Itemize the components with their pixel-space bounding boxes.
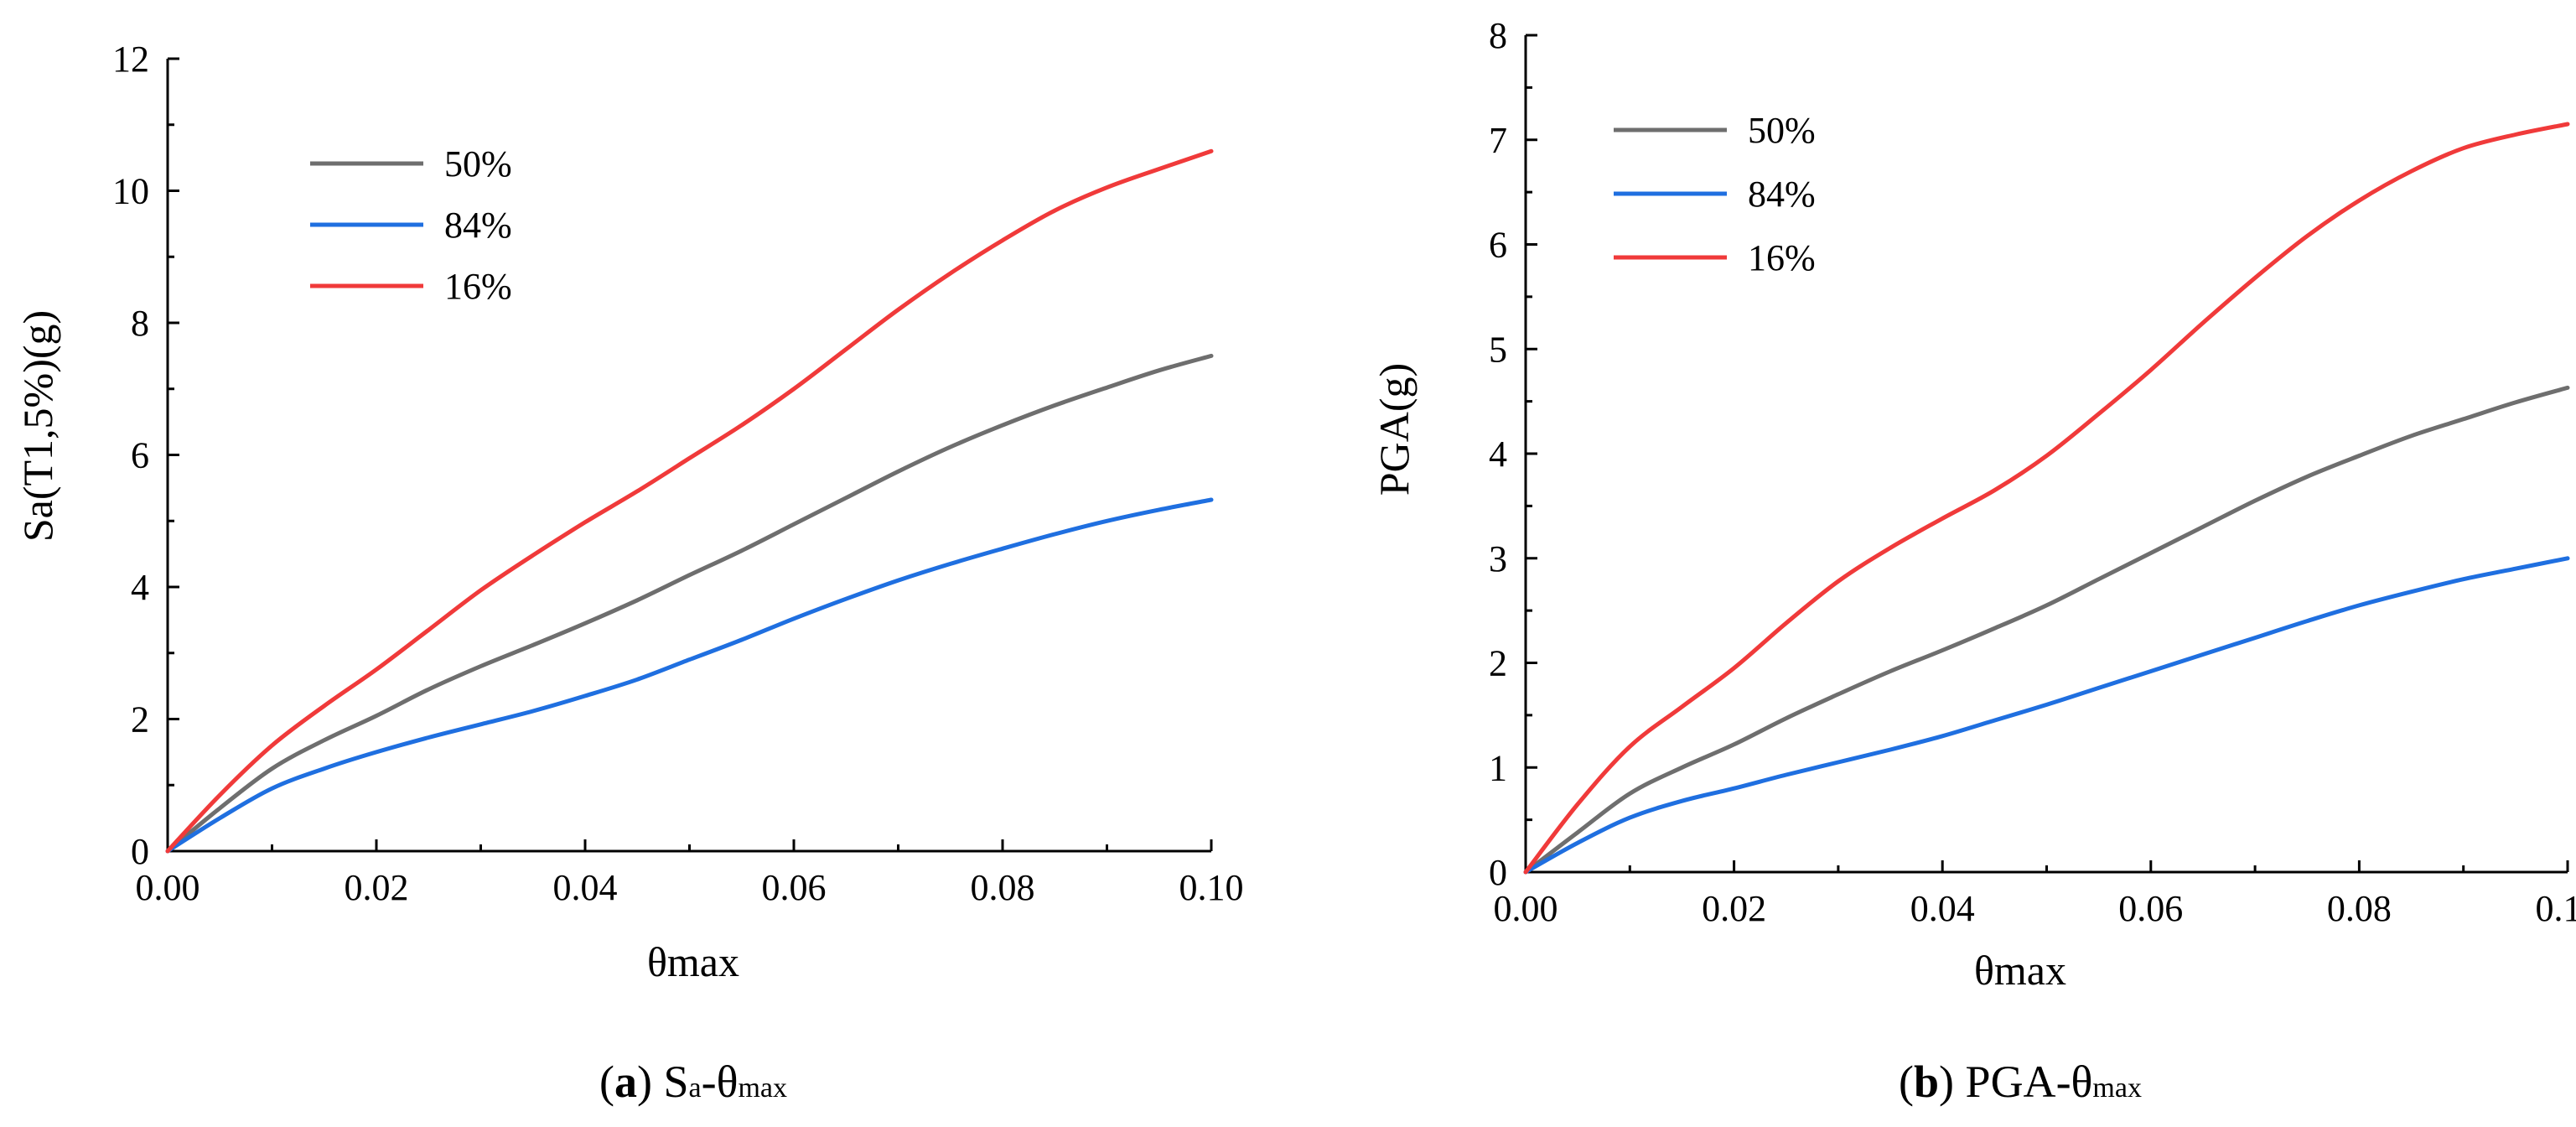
panel-a: 0.00 0.02 0.04 0.06 0.08 0.10 0 2 4 6 8 10 12 50% 84%… bbox=[14, 39, 1244, 1107]
panel-b-x-axis-title: θmax bbox=[1974, 947, 2066, 994]
panel-b-y-axis-title: PGA(g) bbox=[1371, 363, 1418, 496]
panel-b-series bbox=[1526, 124, 2568, 872]
panel-a-legend-label: 16% bbox=[444, 266, 512, 307]
panel-a-x-tick-label: 0.06 bbox=[762, 867, 827, 908]
panel-b-y-tick-label: 1 bbox=[1489, 747, 1507, 788]
panel-a-x-tick-label: 0.04 bbox=[553, 867, 618, 908]
panel-a-legend-label: 84% bbox=[444, 205, 512, 246]
panel-a-y-tick-label: 12 bbox=[112, 39, 149, 80]
panel-b-y-tick-label: 5 bbox=[1489, 329, 1507, 370]
panel-a-series-line-16pct bbox=[168, 151, 1211, 851]
panel-b-x-tick-label: 0.00 bbox=[1494, 888, 1558, 929]
panel-a-y-tick-label: 8 bbox=[131, 303, 149, 344]
panel-b-x-tick-label: 0.04 bbox=[1910, 888, 1975, 929]
panel-b-x-tick-label: 0.10 bbox=[2536, 888, 2576, 929]
panel-a-y-tick-label: 2 bbox=[131, 699, 149, 740]
panel-a-caption: (a) Sa-θmax bbox=[599, 1057, 787, 1107]
panel-b-legend-label: 84% bbox=[1748, 174, 1816, 215]
panel-b-x-tick-label: 0.02 bbox=[1702, 888, 1766, 929]
panel-b-x-tick-label: 0.08 bbox=[2327, 888, 2392, 929]
panel-a-series-line-50pct bbox=[168, 356, 1211, 851]
panel-a-legend-label: 50% bbox=[444, 143, 512, 184]
panel-a-y-tick-label: 0 bbox=[131, 831, 149, 872]
panel-b-axes: 0.00 0.02 0.04 0.06 0.08 0.10 0 1 2 3 4 5 6 7 8 bbox=[1489, 15, 2576, 929]
panel-b-series-line-16pct bbox=[1526, 124, 2568, 872]
panel-b-y-tick-label: 4 bbox=[1489, 434, 1507, 475]
panel-a-y-tick-label: 10 bbox=[112, 171, 149, 212]
panel-a-x-tick-label: 0.10 bbox=[1179, 867, 1244, 908]
panel-b-caption: (b) PGA-θmax bbox=[1899, 1057, 2142, 1107]
panel-b: 0.00 0.02 0.04 0.06 0.08 0.10 0 1 2 3 4 5 6 7 8 50% 84%… bbox=[1371, 15, 2576, 1107]
panel-a-x-tick-label: 0.08 bbox=[971, 867, 1035, 908]
panel-a-legend: 50% 84% 16% bbox=[310, 143, 512, 307]
panel-a-y-tick-label: 4 bbox=[131, 567, 149, 608]
panel-a-x-axis-title: θmax bbox=[647, 938, 739, 985]
panel-b-legend: 50% 84% 16% bbox=[1614, 110, 1816, 278]
panel-a-y-axis-title: Sa(T1,5%)(g) bbox=[14, 310, 61, 542]
panel-a-series-line-84pct bbox=[168, 500, 1211, 851]
panel-b-y-tick-label: 2 bbox=[1489, 643, 1507, 684]
panel-a-x-tick-label: 0.00 bbox=[136, 867, 200, 908]
panel-a-y-tick-label: 6 bbox=[131, 435, 149, 476]
panel-b-x-tick-label: 0.06 bbox=[2118, 888, 2183, 929]
panel-b-y-tick-label: 8 bbox=[1489, 15, 1507, 56]
panel-b-y-tick-label: 6 bbox=[1489, 225, 1507, 266]
panel-a-x-tick-label: 0.02 bbox=[345, 867, 409, 908]
panel-b-y-tick-label: 7 bbox=[1489, 120, 1507, 161]
panel-b-legend-label: 50% bbox=[1748, 110, 1816, 151]
panel-b-y-tick-label: 0 bbox=[1489, 852, 1507, 893]
panel-b-y-tick-label: 3 bbox=[1489, 538, 1507, 579]
panel-a-axes: 0.00 0.02 0.04 0.06 0.08 0.10 0 2 4 6 8 10 12 bbox=[112, 39, 1244, 908]
panel-b-legend-label: 16% bbox=[1748, 237, 1816, 278]
panel-a-series bbox=[168, 151, 1211, 851]
